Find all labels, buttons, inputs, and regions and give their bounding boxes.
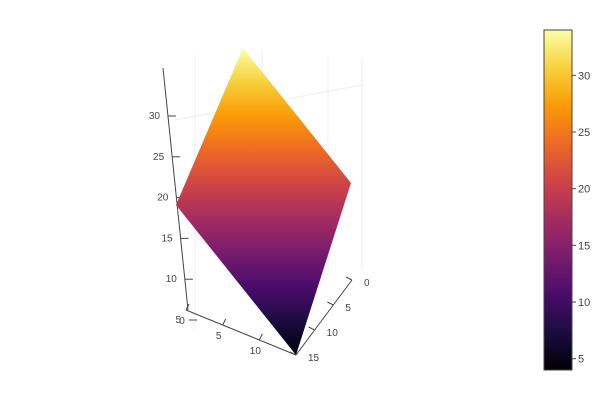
y-axis: 0 5 10 15 (289, 276, 370, 364)
z-tick-label: 30 (149, 111, 161, 122)
y-tick-label: 5 (345, 303, 351, 314)
x-tick-label: 5 (216, 331, 222, 342)
y-tick-mark (327, 301, 334, 306)
z-tick-label: 20 (157, 193, 169, 204)
x-axis-line (185, 309, 297, 356)
y-tick-mark (289, 351, 297, 356)
colorbar-tick-label: 5 (578, 354, 584, 366)
colorbar-tick-label: 25 (578, 127, 590, 139)
z-axis: 5 10 15 20 25 30 (149, 67, 198, 326)
z-tick-label: 15 (161, 233, 173, 244)
z-axis-ticks: 5 10 15 20 25 30 (149, 111, 198, 326)
colorbar-ticks: 5 10 15 20 25 30 (572, 70, 590, 366)
z-tick-label: 25 (153, 152, 165, 163)
x-tick-mark (222, 318, 227, 326)
y-tick-label: 0 (364, 278, 370, 289)
y-axis-ticks: 0 5 10 15 (289, 276, 370, 364)
x-tick-mark (258, 333, 263, 341)
x-tick-label: 10 (250, 346, 262, 357)
y-tick-label: 10 (327, 328, 339, 339)
y-tick-mark (308, 326, 315, 331)
x-axis-ticks: 0 5 10 (179, 303, 263, 357)
colorbar-tick-label: 30 (578, 70, 590, 82)
colorbar-bar (543, 29, 573, 371)
colorbar: 5 10 15 20 25 30 (543, 29, 590, 371)
z-axis-line (162, 67, 189, 311)
colorbar-tick-label: 10 (578, 297, 590, 309)
x-tick-label: 0 (179, 316, 185, 327)
colorbar-tick-label: 15 (578, 240, 590, 252)
surface-patch[interactable] (176, 48, 351, 355)
colorbar-tick-label: 20 (578, 184, 590, 196)
y-tick-label: 15 (308, 353, 320, 364)
z-tick-label: 10 (166, 274, 178, 285)
x-tick-mark (185, 303, 190, 311)
y-axis-line (295, 279, 353, 356)
z-tick-label: 5 (175, 315, 181, 326)
y-tick-mark (345, 276, 353, 281)
x-axis: 0 5 10 (179, 303, 297, 357)
